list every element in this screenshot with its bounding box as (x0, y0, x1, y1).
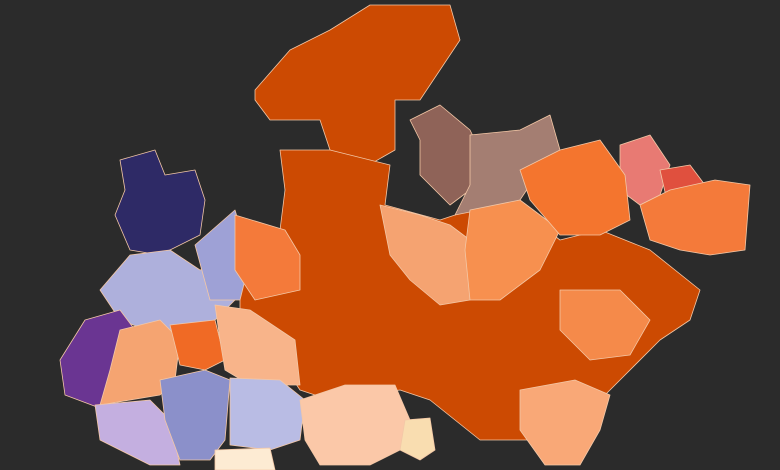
district (229, 377, 306, 451)
district (464, 199, 561, 301)
district (94, 399, 181, 466)
district (234, 214, 301, 301)
district (399, 417, 436, 461)
district (254, 4, 461, 171)
district (114, 149, 206, 256)
district (559, 289, 651, 361)
district (519, 139, 631, 236)
district (639, 179, 751, 256)
district (519, 379, 611, 466)
district (169, 319, 226, 371)
district (214, 447, 276, 470)
district (299, 384, 411, 466)
